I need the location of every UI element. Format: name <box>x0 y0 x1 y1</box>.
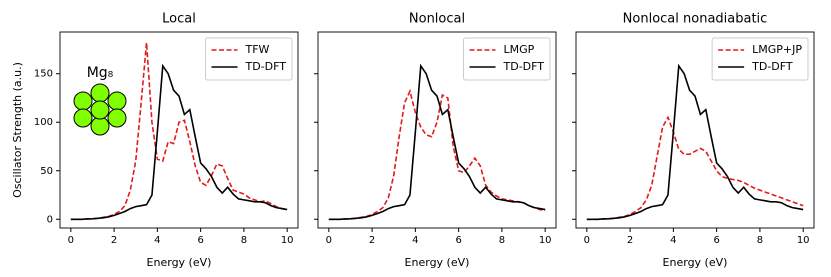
axes-frame <box>575 31 815 229</box>
x-tick-label: 0 <box>584 235 590 246</box>
x-axis-label: Energy (eV) <box>663 256 728 269</box>
annotation: Mg₈ <box>87 65 114 81</box>
chart-title: Nonlocal nonadiabatic <box>623 12 768 27</box>
x-tick-label: 6 <box>197 235 203 246</box>
x-tick-label: 2 <box>627 235 633 246</box>
data-line <box>328 63 546 221</box>
legend-label: TD-DFT <box>751 60 793 73</box>
legend-label: TD-DFT <box>245 60 287 73</box>
legend: LMGP TD-DFT <box>463 37 551 81</box>
data-line <box>328 88 546 221</box>
axes-frame <box>59 31 299 229</box>
x-tick-label: 4 <box>154 235 160 246</box>
y-tick-label: 0 <box>47 214 53 225</box>
legend: LMGP+JP TD-DFT <box>711 37 809 81</box>
x-tick-label: 4 <box>670 235 676 246</box>
legend-box <box>205 37 293 81</box>
x-tick-label: 2 <box>369 235 375 246</box>
x-tick-label: 2 <box>111 235 117 246</box>
x-axis-label: Energy (eV) <box>405 256 470 269</box>
data-line <box>70 63 288 221</box>
x-tick-label: 8 <box>757 235 763 246</box>
y-axis-label: Oscillator Strength (a.u.) <box>11 62 24 198</box>
x-tick-label: 0 <box>326 235 332 246</box>
x-tick-label: 6 <box>713 235 719 246</box>
legend-box <box>711 37 809 81</box>
x-tick-label: 4 <box>412 235 418 246</box>
y-tick-label: 50 <box>40 166 53 177</box>
data-line <box>70 42 288 221</box>
x-tick-label: 10 <box>539 235 552 246</box>
y-tick-label: 100 <box>34 117 53 128</box>
x-tick-label: 10 <box>797 235 810 246</box>
y-tick-label: 150 <box>34 69 53 80</box>
x-tick-label: 8 <box>499 235 505 246</box>
legend-box <box>463 37 551 81</box>
legend-label: LMGP <box>504 43 535 56</box>
x-tick-label: 10 <box>281 235 294 246</box>
x-tick-label: 8 <box>241 235 247 246</box>
chart-title: Nonlocal <box>409 12 465 27</box>
x-tick-label: 6 <box>455 235 461 246</box>
x-tick-label: 0 <box>68 235 74 246</box>
cluster-icon <box>73 83 127 136</box>
data-line <box>586 115 804 221</box>
legend-label: TD-DFT <box>503 60 545 73</box>
chart-title: Local <box>162 12 196 27</box>
legend-label: LMGP+JP <box>752 43 802 56</box>
legend-label: TFW <box>245 43 270 56</box>
legend: TFW TD-DFT <box>205 37 293 81</box>
x-axis-label: Energy (eV) <box>147 256 212 269</box>
data-line <box>586 63 804 221</box>
axes-frame <box>317 31 557 229</box>
